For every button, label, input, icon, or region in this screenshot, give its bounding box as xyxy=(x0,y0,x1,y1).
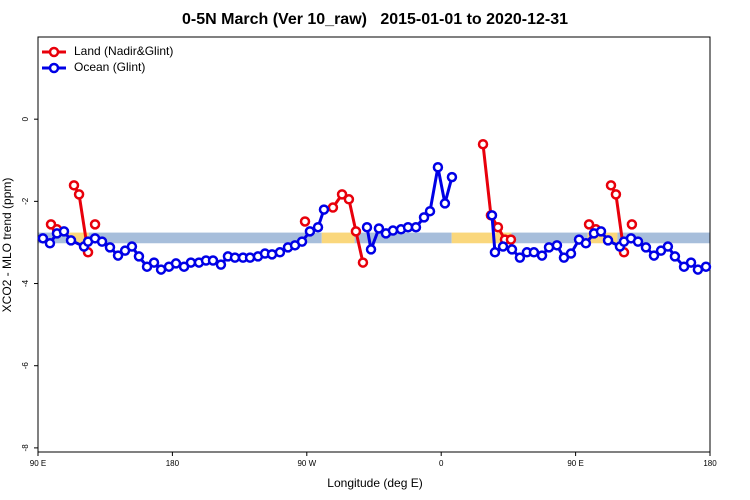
data-point xyxy=(299,216,311,227)
data-point xyxy=(96,236,108,247)
data-point xyxy=(640,242,652,253)
data-point xyxy=(357,257,369,268)
legend-marker xyxy=(48,46,60,58)
data-point xyxy=(148,257,160,268)
x-tick-label: 180 xyxy=(166,459,180,468)
data-point xyxy=(662,241,674,252)
data-point xyxy=(424,205,436,217)
data-point xyxy=(65,235,77,246)
x-tick-label: 90 E xyxy=(30,459,46,468)
data-point xyxy=(486,210,498,221)
x-axis-label: Longitude (deg E) xyxy=(327,476,422,490)
data-point xyxy=(215,259,227,270)
data-point xyxy=(514,252,526,263)
data-point xyxy=(595,226,607,237)
data-point xyxy=(373,223,385,234)
x-tick-label: 0 xyxy=(439,459,444,468)
data-point xyxy=(700,261,712,272)
data-point xyxy=(580,238,592,249)
data-point xyxy=(126,241,138,252)
data-point xyxy=(229,252,241,263)
data-point xyxy=(648,250,660,261)
data-point xyxy=(551,240,563,251)
data-point xyxy=(185,257,197,268)
chart-title: 0-5N March (Ver 10_raw) 2015-01-01 to 20… xyxy=(182,11,568,28)
y-tick-label: -6 xyxy=(21,362,30,370)
data-point xyxy=(244,252,256,263)
data-point xyxy=(361,221,373,233)
data-point xyxy=(44,238,56,249)
data-point xyxy=(37,233,49,244)
data-point xyxy=(112,250,124,261)
data-point xyxy=(387,225,399,236)
band-segment xyxy=(511,232,588,244)
data-point xyxy=(365,244,377,255)
data-point xyxy=(505,234,517,245)
data-point xyxy=(296,236,308,247)
data-point xyxy=(133,251,145,262)
legend-label: Land (Nadir&Glint) xyxy=(74,44,173,58)
data-point xyxy=(327,202,339,213)
data-point xyxy=(497,241,509,252)
x-tick-label: 180 xyxy=(703,459,717,468)
data-point xyxy=(506,244,518,255)
data-point xyxy=(446,171,458,183)
band-segment xyxy=(67,232,89,244)
y-tick-label: -8 xyxy=(21,444,30,452)
plot-frame xyxy=(37,36,711,453)
data-point xyxy=(410,221,422,233)
data-point xyxy=(692,264,704,275)
band-segment xyxy=(88,232,322,244)
data-point xyxy=(68,180,80,191)
data-point xyxy=(685,257,697,268)
data-point xyxy=(89,219,101,230)
band-segment xyxy=(617,232,710,244)
x-tick-label: 90 E xyxy=(567,459,583,468)
data-point xyxy=(350,226,362,237)
data-point xyxy=(58,226,70,237)
x-tick-label: 90 W xyxy=(297,459,316,468)
data-point xyxy=(536,250,548,261)
band-segment xyxy=(587,232,618,244)
data-point xyxy=(583,219,595,230)
data-point xyxy=(610,189,622,200)
data-point xyxy=(669,251,681,262)
band-segment xyxy=(354,232,452,244)
data-point xyxy=(565,248,577,259)
data-point xyxy=(492,221,504,233)
data-point xyxy=(439,198,451,209)
data-point xyxy=(489,247,501,258)
data-point xyxy=(73,189,85,200)
data-point xyxy=(477,138,489,150)
data-point xyxy=(304,226,316,237)
y-axis-label: XCO2 - MLO trend (ppm) xyxy=(0,178,14,313)
data-point xyxy=(274,247,286,258)
data-point xyxy=(432,162,444,173)
data-point xyxy=(170,258,182,269)
data-point xyxy=(528,247,540,258)
data-point xyxy=(626,219,638,230)
band-segment xyxy=(321,232,355,244)
data-point xyxy=(336,189,348,200)
legend-marker xyxy=(48,62,60,74)
data-point xyxy=(312,221,324,233)
data-point xyxy=(602,235,614,246)
data-point xyxy=(343,194,355,205)
y-tick-label: -4 xyxy=(21,279,30,287)
legend-label: Ocean (Glint) xyxy=(74,60,145,74)
data-point xyxy=(418,212,430,223)
data-point xyxy=(632,236,644,247)
y-tick-label: -2 xyxy=(21,197,30,205)
band-segment xyxy=(451,232,512,244)
data-point xyxy=(207,255,219,266)
data-point xyxy=(605,180,617,191)
data-point xyxy=(104,242,116,253)
data-point xyxy=(318,204,330,215)
y-tick-label: 0 xyxy=(21,116,30,121)
